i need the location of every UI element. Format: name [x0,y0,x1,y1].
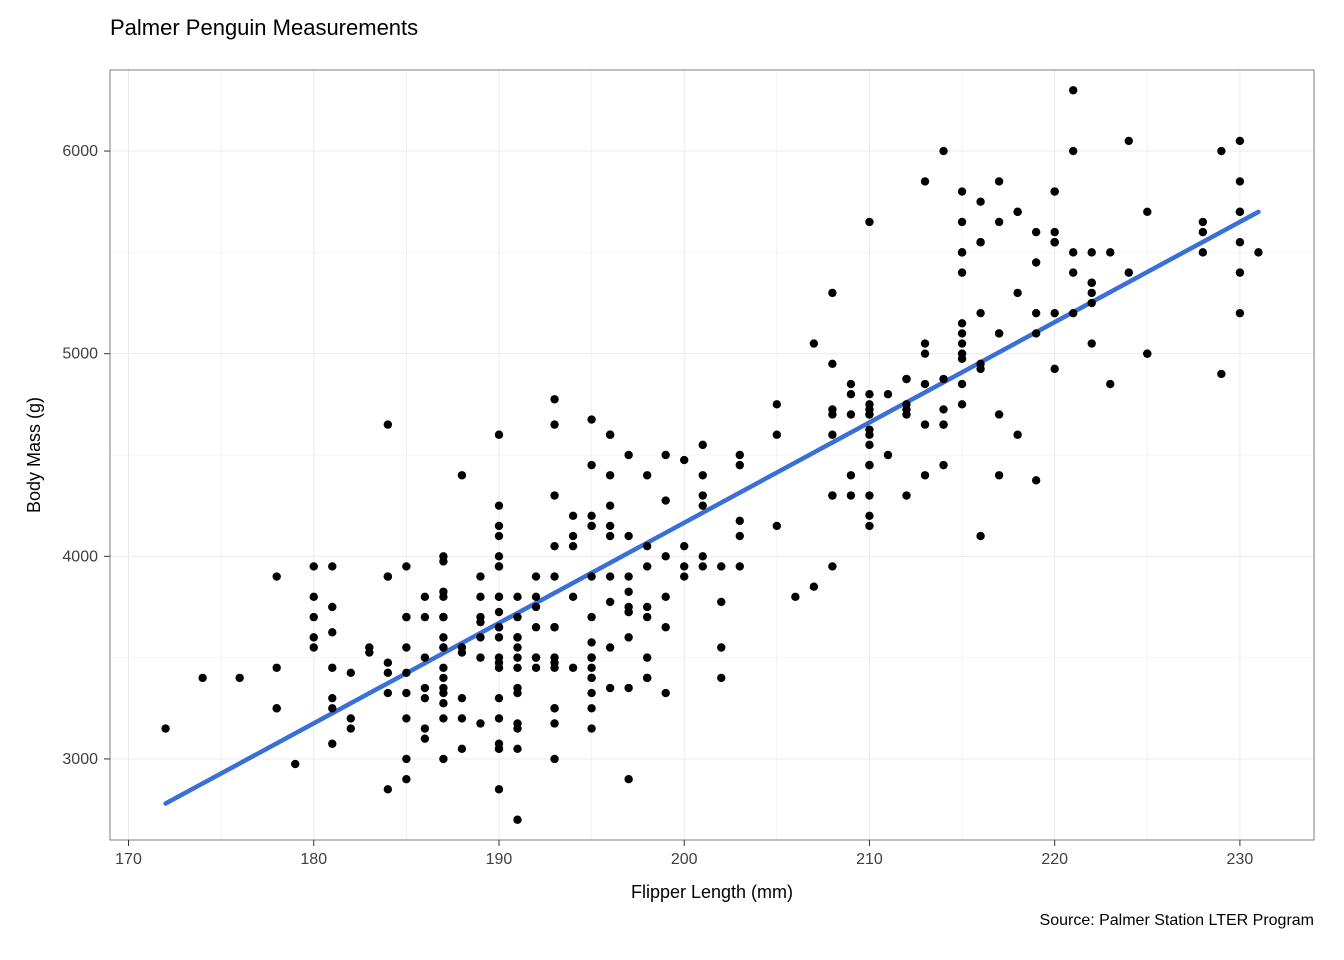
x-tick-label: 170 [115,851,142,868]
y-tick-label: 3000 [62,751,98,768]
x-tick-label: 200 [671,851,698,868]
chart-title: Palmer Penguin Measurements [110,15,418,40]
chart-caption: Source: Palmer Station LTER Program [1040,912,1314,929]
y-tick-label: 6000 [62,143,98,160]
x-tick-label: 220 [1041,851,1068,868]
scatter-chart: 170 180 190 200 210 220 230 3000 4000 5000 6000 Pal… [0,0,1344,960]
x-tick-label: 230 [1227,851,1254,868]
x-axis-label: Flipper Length (mm) [631,882,793,902]
y-tick-label: 4000 [62,548,98,565]
x-tick-label: 180 [300,851,327,868]
y-tick-label: 5000 [62,346,98,363]
y-axis-label: Body Mass (g) [24,397,44,513]
x-tick-label: 210 [856,851,883,868]
x-tick-label: 190 [486,851,513,868]
chart-container: 170 180 190 200 210 220 230 3000 4000 5000 6000 Pal… [0,0,1344,960]
